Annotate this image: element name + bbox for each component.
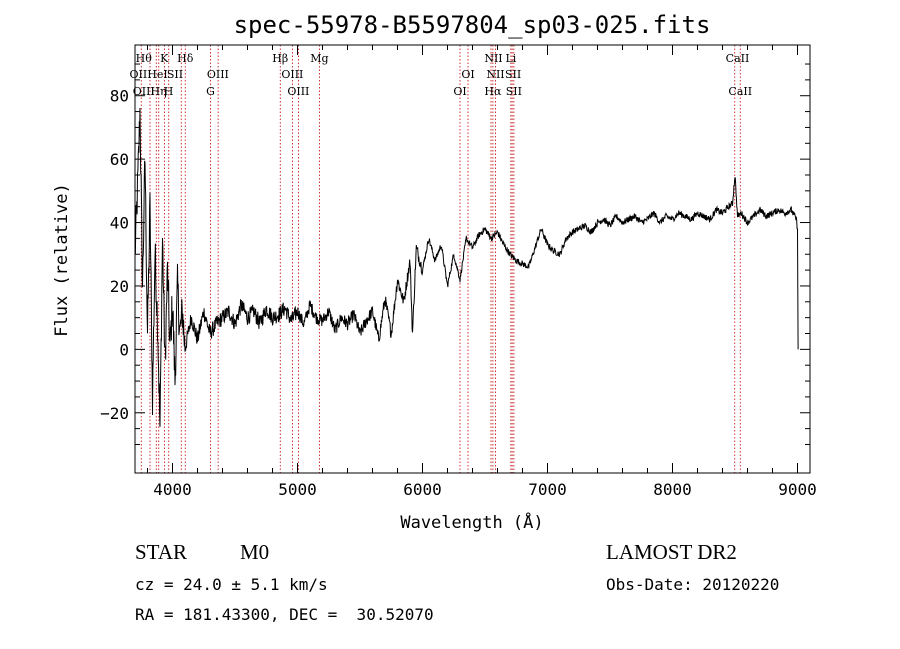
line-label-9: HeI: [147, 68, 167, 81]
redshift-cz: cz = 24.0 ± 5.1 km/s: [135, 575, 328, 594]
line-label-10: SII: [167, 68, 183, 81]
x-tick-label-5: 9000: [778, 480, 817, 499]
line-label-11: OIII: [207, 68, 229, 81]
x-tick-label-1: 5000: [278, 480, 317, 499]
line-label-1: K: [160, 52, 169, 65]
observation-date: Obs-Date: 20120220: [606, 575, 780, 594]
axes: 4000 5000 6000 7000 8000 9000 −20 0 20 40 60 80: [100, 44, 817, 499]
line-label-21: OI: [453, 85, 466, 98]
line-label-16: OIII: [133, 85, 155, 98]
y-tick-label-4: 60: [110, 150, 129, 169]
plot-area: [134, 107, 799, 427]
y-tick-label-1: 0: [119, 340, 129, 359]
line-label-2: Hδ: [177, 52, 194, 65]
line-label-7: CaII: [726, 52, 750, 65]
line-label-3: Hβ: [272, 52, 288, 65]
line-label-23: SII: [506, 85, 522, 98]
y-tick-label-0: −20: [100, 404, 129, 423]
line-label-19: G: [206, 85, 215, 98]
survey-name: LAMOST DR2: [606, 540, 737, 564]
y-tick-label-2: 20: [110, 277, 129, 296]
line-label-15: SII: [505, 68, 521, 81]
line-label-4: Mg: [310, 52, 328, 65]
line-label-5: NII: [484, 52, 502, 65]
x-tick-label-4: 8000: [653, 480, 692, 499]
line-label-18: H: [164, 85, 174, 98]
x-tick-label-0: 4000: [153, 480, 192, 499]
line-label-13: OI: [461, 68, 474, 81]
y-axis-label: Flux (relative): [52, 183, 72, 337]
object-class: STAR: [135, 540, 187, 564]
line-label-22: Hα: [484, 85, 502, 98]
chart-title: spec-55978-B5597804_sp03-025.fits: [234, 11, 711, 39]
object-subclass: M0: [240, 540, 270, 564]
x-axis-label: Wavelength (Å): [400, 511, 543, 533]
plot-frame: [134, 44, 811, 474]
spectral-line-markers: [140, 45, 741, 473]
line-label-0: Hθ: [136, 52, 153, 65]
y-tick-label-5: 80: [110, 87, 129, 106]
line-label-14: NII: [486, 68, 504, 81]
x-tick-label-3: 7000: [528, 480, 567, 499]
line-label-17: Hη: [151, 85, 167, 98]
line-label-8: OII: [130, 68, 148, 81]
line-label-6: Li: [505, 52, 516, 65]
spectrum-series-0: [134, 107, 799, 427]
line-label-12: OIII: [281, 68, 303, 81]
x-tick-label-2: 6000: [403, 480, 442, 499]
y-tick-label-3: 40: [110, 214, 129, 233]
line-label-24: CaII: [728, 85, 752, 98]
line-label-20: OIII: [287, 85, 309, 98]
ra-dec: RA = 181.43300, DEC = 30.52070: [135, 605, 434, 624]
